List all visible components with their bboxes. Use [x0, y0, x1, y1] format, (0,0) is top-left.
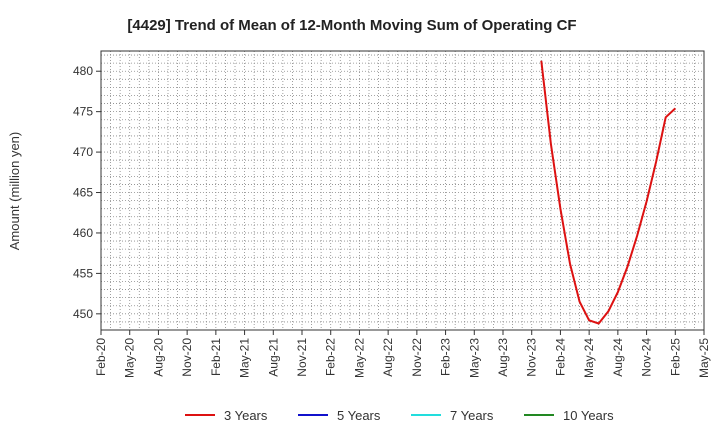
y-tick-label: 460 — [73, 226, 93, 240]
plot-frame — [100, 50, 705, 331]
legend-label-10-years: 10 Years — [563, 408, 614, 423]
y-tick-label: 470 — [73, 145, 93, 159]
x-tick-label: Feb-22 — [324, 338, 338, 376]
x-tick-label: Aug-21 — [266, 338, 280, 377]
legend-label-7-years: 7 Years — [450, 408, 494, 423]
x-tick-label: Feb-20 — [94, 338, 108, 376]
x-tick-label: Feb-21 — [209, 338, 223, 376]
series-layer — [540, 60, 676, 325]
plot-area — [101, 51, 704, 330]
legend-label-3-years: 3 Years — [224, 408, 268, 423]
x-tick-label: May-21 — [238, 338, 252, 378]
axis-layer: 450 455 460 465 470 475 480 Feb-20 May-20 Aug-20 N… — [73, 50, 711, 378]
x-tick-label: Aug-23 — [496, 338, 510, 377]
x-tick-label: May-23 — [467, 338, 481, 378]
x-tick-label: Nov-22 — [410, 338, 424, 377]
y-tick-label: 480 — [73, 64, 93, 78]
x-tick-label: Feb-24 — [553, 338, 567, 376]
x-tick-label: May-20 — [123, 338, 137, 378]
x-tick-label: Nov-20 — [180, 338, 194, 377]
x-tick-label: Aug-22 — [381, 338, 395, 377]
chart-title: [4429] Trend of Mean of 12-Month Moving … — [127, 17, 576, 34]
x-tick-label: Aug-24 — [611, 338, 625, 377]
x-tick-label: Feb-25 — [668, 338, 682, 376]
y-tick-label: 450 — [73, 307, 93, 321]
y-tick-label: 455 — [73, 266, 93, 280]
series-line-3-years — [540, 60, 676, 325]
y-tick-label: 475 — [73, 105, 93, 119]
x-tick-label: Feb-23 — [439, 338, 453, 376]
x-tick-label: Nov-21 — [295, 338, 309, 377]
x-tick-label: Aug-20 — [151, 338, 165, 377]
x-tick-label: May-24 — [582, 338, 596, 378]
y-axis-label: Amount (million yen) — [7, 132, 22, 251]
x-tick-label: May-25 — [697, 338, 711, 378]
x-tick-label: Nov-24 — [640, 338, 654, 377]
y-tick-label: 465 — [73, 186, 93, 200]
x-tick-label: May-22 — [352, 338, 366, 378]
legend: 3 Years 5 Years 7 Years 10 Years — [185, 408, 614, 423]
grid-layer — [101, 51, 704, 331]
x-tick-label: Nov-23 — [525, 338, 539, 377]
legend-label-5-years: 5 Years — [337, 408, 381, 423]
